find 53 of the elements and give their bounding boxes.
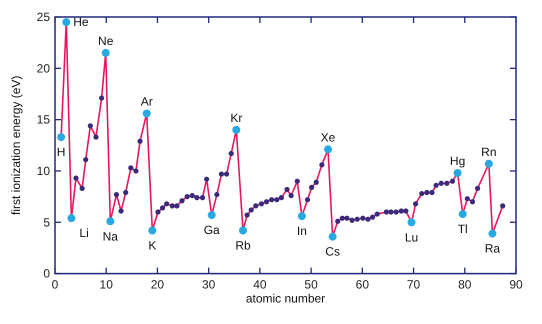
y-tick-label: 15 — [36, 112, 50, 127]
point — [148, 226, 156, 234]
x-tick-label: 20 — [150, 278, 164, 292]
annotation: Ra — [484, 242, 500, 256]
annotation: In — [296, 224, 307, 238]
y-tick-label: 10 — [36, 164, 50, 178]
annotation: Lu — [404, 230, 418, 244]
annotation: Hg — [450, 154, 466, 168]
point — [458, 210, 467, 218]
annotation: Ar — [140, 94, 153, 108]
x-tick-label: 30 — [202, 278, 216, 292]
point — [106, 217, 114, 226]
point — [408, 218, 416, 226]
point — [208, 211, 216, 220]
annotation: He — [73, 15, 89, 30]
point — [102, 48, 110, 57]
point — [67, 214, 76, 222]
x-tick-label: 80 — [458, 278, 472, 292]
annotation: Kr — [230, 110, 242, 125]
x-axis-title: atomic number — [246, 292, 326, 306]
x-tick-label: 10 — [100, 278, 114, 292]
point — [57, 133, 66, 142]
point — [488, 230, 496, 238]
y-tick-label: 20 — [36, 61, 50, 76]
x-tick-label: 50 — [304, 278, 318, 292]
point — [298, 212, 306, 220]
point — [324, 145, 332, 154]
annotation: Rn — [481, 144, 497, 159]
point — [142, 109, 151, 118]
point — [484, 160, 493, 168]
annotation: K — [148, 238, 156, 252]
y-tick-label: 0 — [43, 266, 50, 281]
point — [328, 232, 337, 241]
x-tick-label: 60 — [356, 278, 370, 292]
y-tick-label: 5 — [43, 215, 50, 230]
annotation: Xe — [320, 130, 336, 144]
annotation: Li — [79, 226, 89, 240]
x-tick-label: 70 — [406, 278, 421, 292]
annotation: Cs — [325, 244, 340, 259]
annotation: Rb — [235, 238, 251, 252]
point — [454, 169, 462, 178]
annotation: Ga — [204, 223, 220, 238]
y-axis-title: first ionization energy (eV) — [9, 76, 23, 216]
x-tick-label: 40 — [253, 278, 267, 292]
annotation: Tl — [458, 222, 468, 236]
y-tick-label: 25 — [36, 10, 50, 24]
annotation: Ne — [98, 34, 114, 48]
point — [238, 226, 247, 234]
annotation: H — [56, 145, 66, 160]
annotation: Na — [102, 229, 118, 244]
point — [232, 126, 240, 134]
point — [62, 18, 70, 26]
x-tick-label: 90 — [509, 278, 523, 292]
